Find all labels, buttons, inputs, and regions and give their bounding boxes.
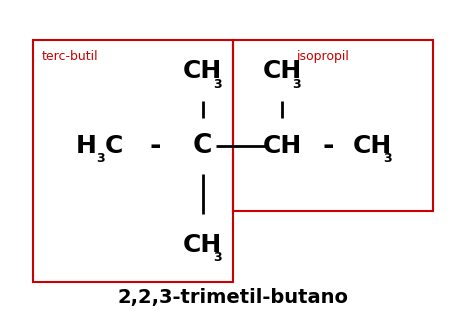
Text: -: -	[149, 132, 161, 160]
Text: -: -	[323, 132, 334, 160]
Text: C: C	[105, 134, 123, 158]
Text: CH: CH	[183, 233, 222, 257]
Text: 3: 3	[213, 78, 222, 91]
Text: 3: 3	[213, 251, 222, 264]
Text: H: H	[76, 134, 96, 158]
Text: 3: 3	[384, 152, 392, 165]
Text: terc-butil: terc-butil	[42, 50, 99, 63]
Text: isopropil: isopropil	[297, 50, 350, 63]
Text: CH: CH	[183, 59, 222, 83]
Text: CH: CH	[353, 134, 392, 158]
Text: CH: CH	[262, 134, 302, 158]
Text: C: C	[193, 133, 212, 159]
Bar	[33, 40, 233, 282]
Text: CH: CH	[262, 59, 302, 83]
Text: 2,2,3-trimetil-butano: 2,2,3-trimetil-butano	[117, 288, 349, 307]
Text: 3: 3	[96, 152, 104, 165]
Bar	[233, 40, 433, 211]
Text: 3: 3	[293, 78, 301, 91]
